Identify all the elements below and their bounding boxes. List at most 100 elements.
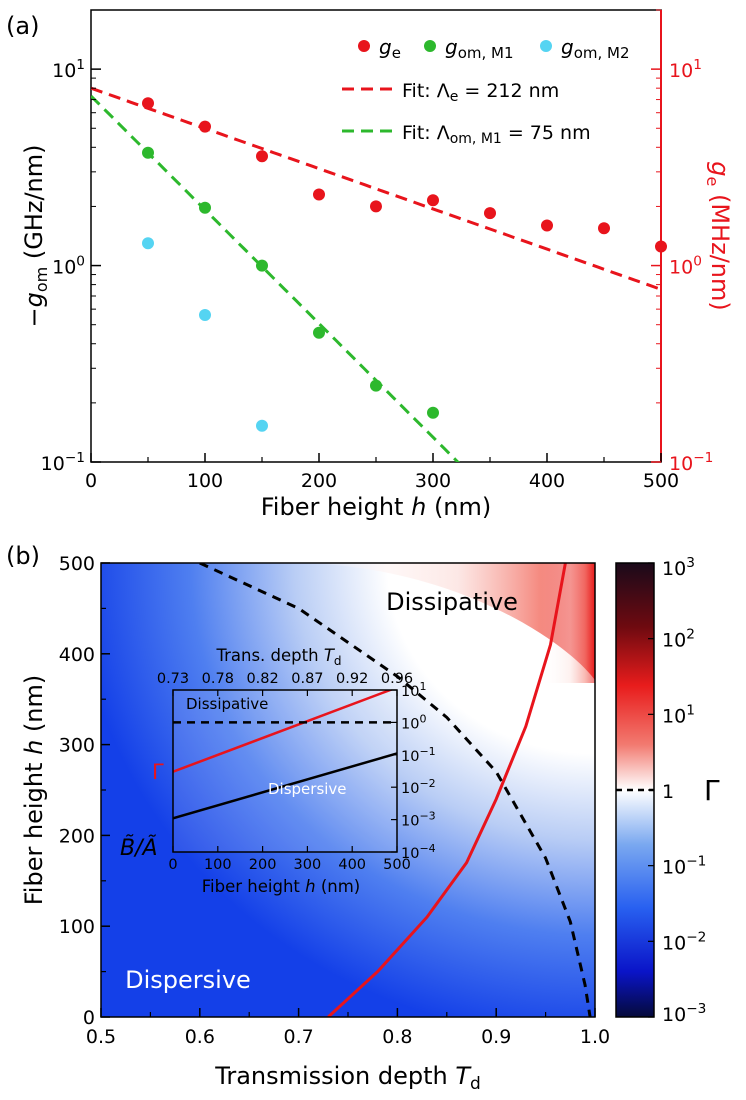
point-s0-5: [427, 194, 439, 207]
point-s0-3: [313, 188, 325, 201]
heatmap-red-layer: [290, 563, 595, 680]
a-ytick-label-right: 100: [669, 254, 702, 279]
panel-a-chart: 0 100 200 300 400 500 10−1 10−1 100 100 101 101 −g…: [20, 9, 734, 521]
heatmap-blue-layer: [101, 563, 595, 1017]
panel-a-ylabel-right: ge (MHz/nm): [703, 161, 734, 310]
heatmap-red-edge: [540, 563, 595, 683]
region-dissipative: Dissipative: [386, 588, 518, 616]
point-s1-5: [427, 406, 439, 419]
a-ytick-label-left: 100: [52, 254, 85, 279]
legend-gom1: gom, M1: [445, 35, 514, 62]
point-s0-9: [655, 240, 667, 253]
inset-dissipative: Dissipative: [186, 695, 268, 713]
panel-a-label: (a): [6, 12, 39, 40]
b-ytick-label: 200: [59, 825, 95, 847]
point-s1-2: [256, 259, 268, 272]
b-ytick-label: 100: [59, 916, 95, 938]
inset-top-axis-label: Trans. depth Td: [215, 646, 341, 668]
inset-xtick-label: 400: [338, 857, 366, 873]
inset: 0 100 200 300 400 500 0.73 0.78 0.82 0.87 0.92 0.96…: [120, 646, 436, 896]
inset-toptick-label: 0.73: [157, 671, 189, 687]
legend-ge-marker: [358, 40, 370, 52]
point-s2-1: [199, 309, 211, 321]
inset-frame: [172, 689, 398, 853]
legend-gom2-marker: [540, 40, 552, 52]
colorbar: 10−3 10−2 10−1 1 101 102 103 Γ: [615, 555, 720, 1026]
panel-a-xlabel: Fiber height h (nm): [261, 493, 492, 521]
inset-background: [173, 690, 397, 852]
inset-ytick-label: 10−3: [401, 810, 436, 830]
inset-toptick-label: 0.96: [381, 671, 413, 687]
legend-gom1-marker: [424, 40, 436, 52]
inset-toptick-label: 0.78: [202, 671, 234, 687]
point-s1-3: [313, 326, 325, 339]
point-s0-6: [484, 207, 496, 220]
inset-ytick-label: 10−4: [401, 842, 436, 862]
colorbar-tick-label: 10−3: [662, 1001, 706, 1026]
a-xtick-label: 300: [415, 470, 451, 492]
inset-xtick-label: 200: [249, 857, 277, 873]
legend-fit-e: Fit: Λe = 212 nm: [402, 80, 559, 105]
panel-a-legend: ge gom, M1 gom, M2 Fit: Λe = 212 nm Fit:…: [342, 35, 630, 147]
a-xtick-label: 0: [85, 470, 97, 492]
colorbar-tick-label: 10−1: [662, 854, 706, 879]
region-dispersive: Dispersive: [125, 966, 251, 994]
inset-xtick-label: 500: [383, 857, 411, 873]
b-xtick-label: 0.9: [481, 1026, 511, 1048]
legend-ge: ge: [379, 35, 401, 62]
inset-gamma-label: Γ: [152, 760, 164, 784]
inset-xtick-label: 100: [204, 857, 232, 873]
panel-b-label: (b): [6, 542, 40, 570]
point-s1-4: [370, 379, 382, 392]
point-s1-1: [199, 201, 211, 214]
inset-dispersive: Dispersive: [268, 780, 347, 798]
point-s0-4: [370, 200, 382, 213]
a-xtick-label: 400: [529, 470, 565, 492]
inset-line-0: [173, 690, 394, 773]
panel-a-ylabel-left: −gom (GHz/nm): [20, 145, 51, 328]
b-xtick-label: 1.0: [580, 1026, 610, 1048]
point-s0-8: [598, 222, 610, 235]
a-ytick-label-left: 101: [52, 57, 85, 82]
point-s2-2: [256, 419, 268, 432]
b-ytick-label: 400: [59, 644, 95, 666]
point-s0-0: [142, 97, 154, 110]
a-ytick-label-right: 101: [669, 57, 702, 82]
colorbar-tick-label: 101: [662, 702, 695, 727]
point-s0-1: [199, 120, 211, 133]
point-s0-7: [541, 219, 553, 232]
point-s2-0: [142, 237, 154, 250]
colorbar-tick-label: 103: [662, 555, 695, 580]
inset-xtick-label: 300: [294, 857, 322, 873]
legend-fit-om: Fit: Λom, M1 = 75 nm: [402, 122, 591, 147]
heatmap: [101, 563, 595, 1017]
a-xtick-label: 200: [301, 470, 337, 492]
b-xtick-label: 0.5: [86, 1026, 116, 1048]
panel-b-xlabel: Transmission depth Td: [214, 1062, 481, 1094]
panel-a-frame: [90, 9, 662, 463]
panel-b-ylabel: Fiber height h (nm): [20, 675, 48, 906]
a-xtick-label: 500: [643, 470, 679, 492]
b-xtick-label: 0.7: [283, 1026, 313, 1048]
point-s0-2: [256, 150, 268, 163]
inset-toptick-label: 0.82: [246, 671, 278, 687]
fit-line-0: [91, 86, 661, 291]
colorbar-tick-label: 10−2: [662, 929, 706, 954]
b-xtick-label: 0.6: [185, 1026, 215, 1048]
b-ytick-label: 0: [83, 1007, 95, 1029]
inset-ratio-label: B̃/Ã: [120, 834, 158, 861]
inset-xlabel: Fiber height h (nm): [202, 877, 361, 896]
b-xtick-label: 0.8: [382, 1026, 412, 1048]
inset-ytick-label: 100: [401, 712, 426, 732]
panel-b-chart: 0.5 0.6 0.7 0.8 0.9 1.0 0 100 200 300 400 500 Diss…: [20, 553, 720, 1094]
point-s1-0: [142, 146, 154, 159]
inset-ytick-label: 101: [401, 680, 426, 700]
inset-line-1: [173, 752, 397, 820]
colorbar-tick-label: 1: [662, 781, 674, 803]
b-ytick-label: 300: [59, 735, 95, 757]
inset-toptick-label: 0.87: [291, 671, 323, 687]
colorbar-label: Γ: [704, 774, 720, 807]
inset-xtick-label: 0: [168, 857, 177, 873]
a-ytick-label-left: 10−1: [41, 450, 85, 475]
